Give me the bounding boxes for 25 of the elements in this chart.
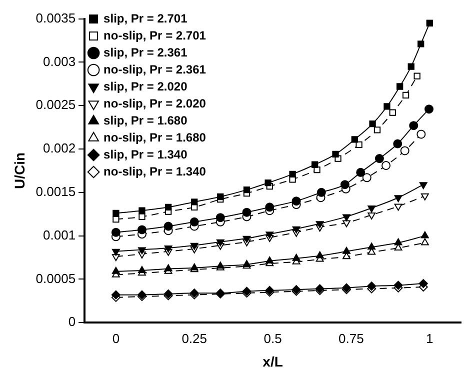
- y-tick-label: 0.0035: [36, 10, 76, 26]
- y-tick-label: 0.002: [43, 140, 76, 156]
- y-tick-label: 0.0015: [36, 184, 76, 199]
- x-axis-title: x/L: [262, 353, 284, 370]
- legend-label: no-slip, Pr = 1.340: [104, 164, 206, 178]
- legend-label: no-slip, Pr = 2.361: [104, 62, 206, 76]
- legend-label: slip, Pr = 2.701: [104, 11, 188, 26]
- x-tick-label: 0.5: [264, 330, 282, 346]
- y-tick-label: 0.001: [43, 227, 76, 242]
- y-tick-label: 0.0005: [36, 270, 76, 286]
- y-tick-label: 0: [68, 314, 76, 330]
- legend-label: no-slip, Pr = 2.020: [104, 96, 206, 110]
- legend-label: slip, Pr = 1.680: [104, 113, 188, 128]
- legend-label: slip, Pr = 2.361: [104, 45, 188, 60]
- x-tick-label: 0.25: [182, 330, 208, 346]
- x-tick-label: 0: [112, 330, 120, 346]
- legend-label: slip, Pr = 2.020: [104, 79, 188, 94]
- y-axis-title: U/Cin: [11, 152, 28, 189]
- x-tick-label: 0.75: [338, 330, 364, 346]
- legend-label: no-slip, Pr = 2.701: [104, 28, 206, 42]
- legend-label: no-slip, Pr = 1.680: [104, 130, 206, 144]
- y-tick-label: 0.003: [43, 54, 76, 69]
- x-tick-label: 1: [426, 330, 434, 346]
- y-tick-label: 0.0025: [36, 97, 76, 112]
- legend-label: slip, Pr = 1.340: [104, 147, 188, 162]
